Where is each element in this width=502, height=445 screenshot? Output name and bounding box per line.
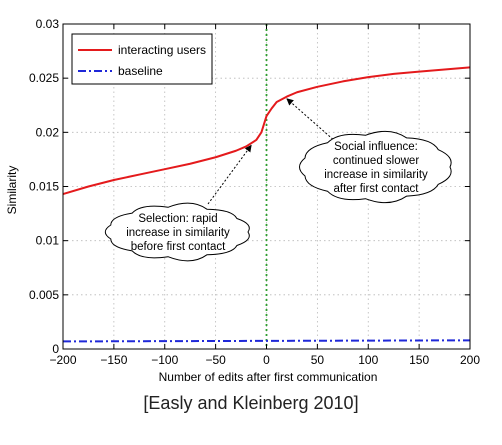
x-tick-label: 50 (311, 353, 325, 367)
legend: interacting users baseline (71, 33, 213, 85)
x-tick-label: 0 (263, 353, 270, 367)
annotation-cloud (104, 202, 250, 262)
y-tick-label: 0.015 (29, 180, 59, 194)
annotation-arrow (207, 144, 252, 205)
y-tick-label: 0.02 (36, 125, 60, 139)
annotation-text-line: increase in similarity (126, 227, 230, 239)
y-tick-label: 0.03 (36, 17, 60, 31)
interacting-users-line (62, 66, 471, 196)
annotations: Selection: rapid increase in similarity be… (104, 98, 452, 262)
y-tick-label: 0.025 (29, 71, 59, 85)
axes (62, 23, 471, 350)
x-tick-label: −100 (151, 353, 178, 367)
annotation-text-line: Social influence: (334, 141, 418, 153)
x-tick-label: 100 (358, 353, 378, 367)
annotation-arrow (286, 98, 337, 143)
y-axis-label: Similarity (5, 166, 19, 215)
x-axis-label: Number of edits after first communicatio… (159, 370, 378, 384)
x-tick-label: 150 (409, 353, 429, 367)
x-tick-label: −150 (100, 353, 127, 367)
annotation-text-line: increase in similarity (324, 169, 428, 181)
tick-labels: −200 −150 −100 −50 0 50 100 150 200 0 0.005 0.01 0.0… (29, 17, 480, 367)
legend-label: baseline (118, 64, 163, 78)
x-tick-label: 200 (460, 353, 480, 367)
series-layer (62, 66, 471, 343)
similarity-chart: −200 −150 −100 −50 0 50 100 150 200 0 0.005 0.01 0.0… (5, 17, 480, 384)
x-tick-label: −200 (49, 353, 76, 367)
annotation-text-line: Selection: rapid (138, 213, 217, 225)
y-tick-label: 0 (52, 342, 59, 356)
y-tick-label: 0.005 (29, 288, 59, 302)
baseline-line (62, 339, 471, 343)
annotation-text-line: before first contact (131, 241, 226, 253)
legend-box (71, 33, 213, 85)
annotation-text-line: continued slower (333, 155, 419, 167)
y-tick-label: 0.01 (36, 234, 60, 248)
legend-label: interacting users (118, 43, 206, 57)
annotation-text-line: after first contact (333, 183, 419, 195)
citation-caption: [Easly and Kleinberg 2010] (143, 393, 359, 413)
annotation-cloud (299, 130, 452, 204)
x-tick-label: −50 (205, 353, 226, 367)
